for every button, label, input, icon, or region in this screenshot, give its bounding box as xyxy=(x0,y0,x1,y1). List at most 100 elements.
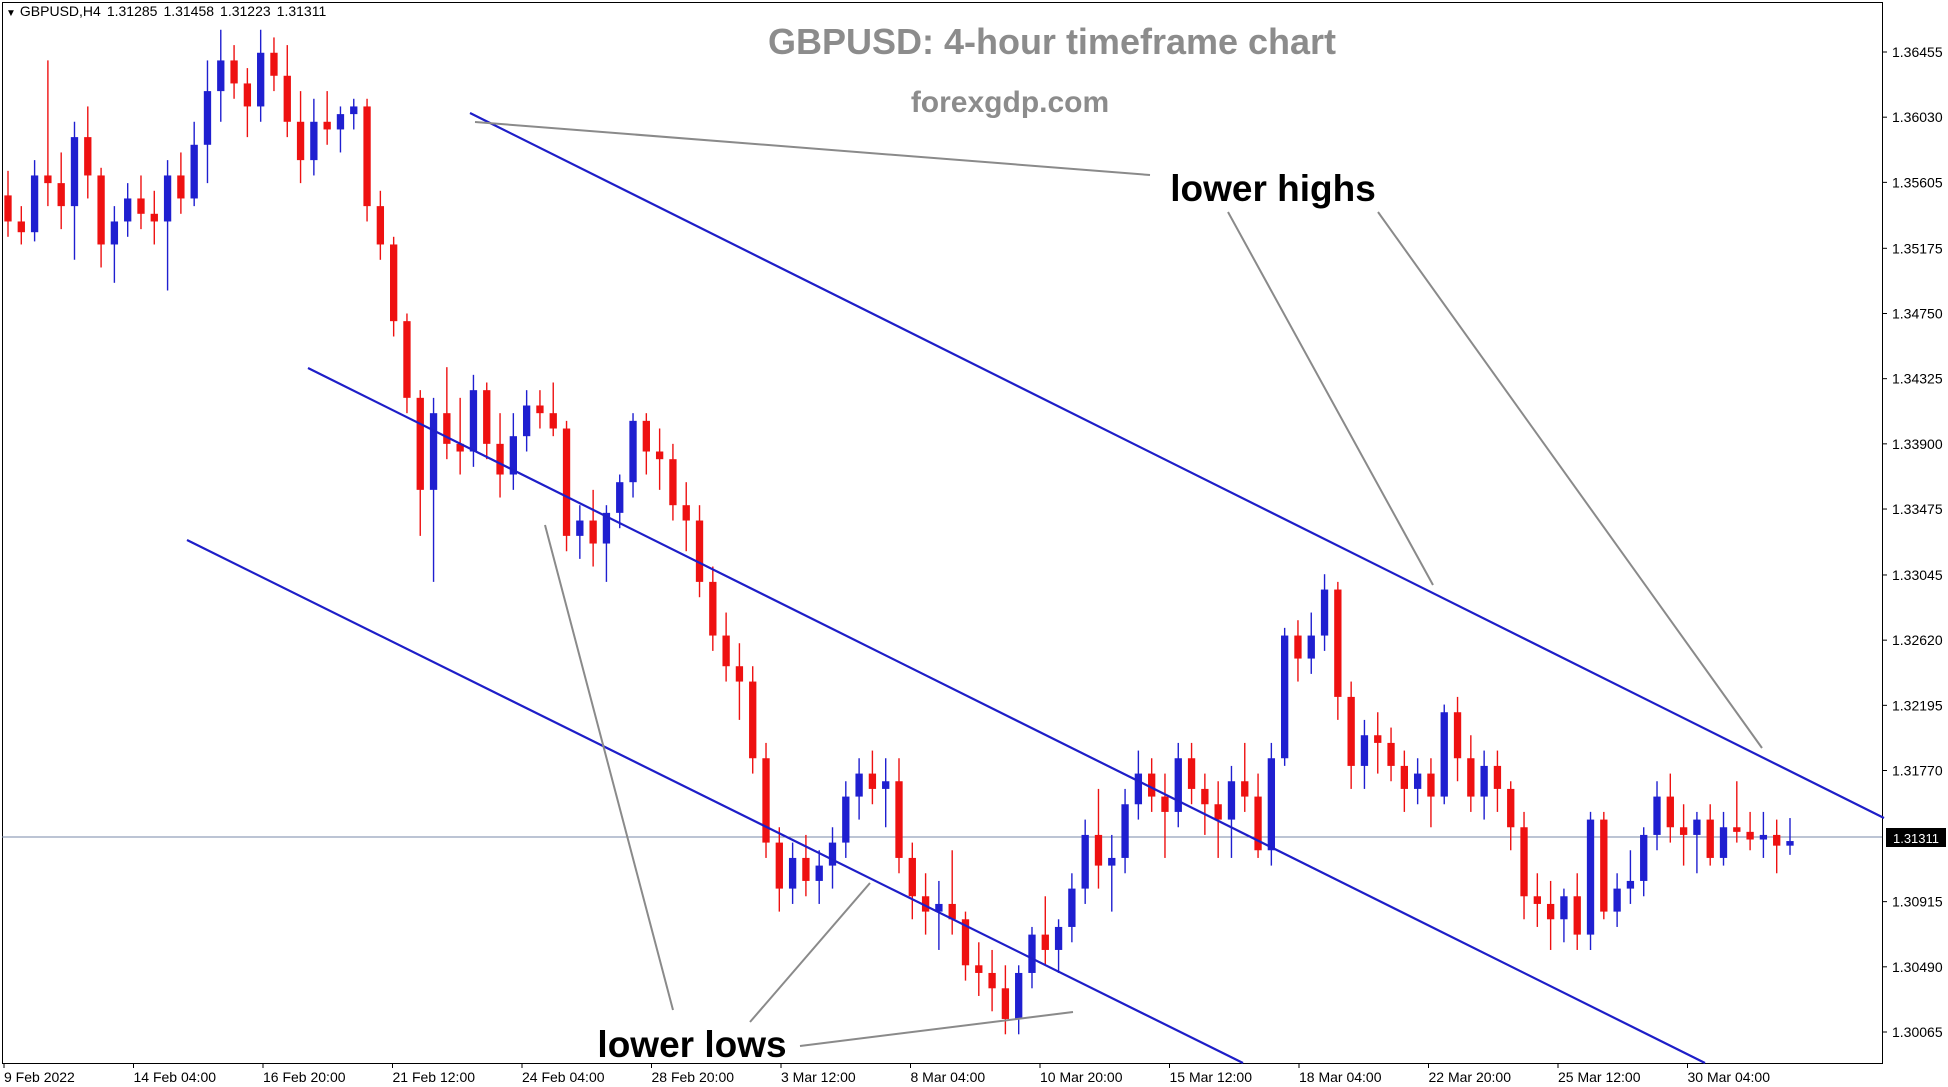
time-tick-label: 30 Mar 04:00 xyxy=(1688,1069,1771,1085)
current-price-label: 1.31311 xyxy=(1893,831,1939,846)
candle-body xyxy=(1600,819,1608,912)
candle-body xyxy=(1334,589,1342,697)
time-axis: 9 Feb 2022 14 Feb 04:00 16 Feb 20:00 21 Feb… xyxy=(3,1063,1771,1085)
pointer-line xyxy=(799,1011,1074,1047)
price-tick-label: 1.34750 xyxy=(1892,305,1943,321)
candle-body xyxy=(1320,589,1329,636)
close-value: 1.31311 xyxy=(276,3,327,19)
candle-body xyxy=(602,512,611,544)
candle-body xyxy=(576,520,584,536)
open-value: 1.31285 xyxy=(106,3,158,19)
candle-body xyxy=(589,520,597,544)
pointer-line xyxy=(1377,211,1763,749)
price-tick-label: 1.33900 xyxy=(1892,436,1943,452)
candle-body xyxy=(1254,796,1262,851)
candle-body xyxy=(1081,834,1089,889)
candle-body xyxy=(416,397,424,490)
candle-body xyxy=(363,106,371,207)
candle-body xyxy=(124,198,132,222)
candle-body xyxy=(908,857,916,897)
lower-channel-line xyxy=(186,539,1244,1064)
candle-body xyxy=(443,413,451,444)
candle-body xyxy=(1121,804,1129,858)
candle-body xyxy=(1719,827,1728,858)
candle-body xyxy=(722,635,730,667)
candle-body xyxy=(1613,888,1621,912)
candle-body xyxy=(97,175,105,245)
candle-body xyxy=(389,244,398,322)
candle-body xyxy=(496,443,504,475)
candle-body xyxy=(868,773,877,789)
candle-body xyxy=(1347,696,1355,766)
pointer-line xyxy=(1227,211,1434,586)
candle-body xyxy=(1028,934,1036,973)
candle-body xyxy=(1068,888,1076,927)
candle-body xyxy=(935,903,943,912)
time-tick-label: 24 Feb 04:00 xyxy=(522,1069,605,1085)
candle-body xyxy=(695,520,704,582)
candle-body xyxy=(1187,758,1196,789)
candle-body xyxy=(336,114,345,130)
time-tick-label: 22 Mar 20:00 xyxy=(1429,1069,1512,1085)
candle-body xyxy=(1759,834,1768,840)
time-tick-label: 28 Feb 20:00 xyxy=(652,1069,735,1085)
candle-body xyxy=(1387,742,1395,766)
upper-channel-line xyxy=(469,112,1885,819)
candle-body xyxy=(270,52,278,76)
candle-body xyxy=(735,666,744,682)
candle-body xyxy=(749,681,757,759)
candle-body xyxy=(536,405,544,414)
candle-body xyxy=(1427,773,1435,797)
candle-body xyxy=(1174,758,1182,812)
candle-body xyxy=(642,420,650,452)
price-tick-label: 1.35175 xyxy=(1892,240,1943,256)
plot-area-frame xyxy=(2,2,1883,1064)
candle-body xyxy=(1041,934,1049,950)
high-value: 1.31458 xyxy=(163,3,215,19)
candle-body xyxy=(1733,827,1741,832)
candle-body xyxy=(1400,765,1409,789)
price-tick-label: 1.33475 xyxy=(1892,501,1943,517)
current-price-tag xyxy=(1886,828,1946,847)
candle-body xyxy=(403,321,411,398)
candle-body xyxy=(177,175,185,199)
candles-layer xyxy=(4,29,1794,1035)
candle-body xyxy=(549,413,557,429)
candle-body xyxy=(988,972,996,989)
candle-body xyxy=(1679,827,1688,835)
candle-body xyxy=(1267,758,1276,851)
candle-body xyxy=(217,60,225,92)
time-tick-label: 10 Mar 20:00 xyxy=(1040,1069,1123,1085)
candle-body xyxy=(456,443,464,452)
time-tick-label: 3 Mar 12:00 xyxy=(781,1069,856,1085)
chart-menu-icon[interactable]: ▼ xyxy=(6,8,16,19)
channel-lines xyxy=(186,112,1885,1064)
candle-body xyxy=(1706,819,1714,858)
candle-body xyxy=(1241,781,1249,797)
price-tick-label: 1.30915 xyxy=(1892,894,1943,910)
candle-body xyxy=(895,781,903,858)
candle-body xyxy=(1520,827,1528,897)
candle-body xyxy=(1280,635,1289,759)
price-tick-label: 1.31770 xyxy=(1892,763,1943,779)
candle-body xyxy=(483,390,491,444)
symbol-info-bar: ▼ GBPUSD,H4 1.31285 1.31458 1.31223 1.31311 xyxy=(6,3,332,19)
chart-subtitle: forexgdp.com xyxy=(911,86,1109,119)
candle-body xyxy=(1507,788,1515,828)
candle-body xyxy=(57,183,65,207)
candle-body xyxy=(84,137,92,176)
candle-body xyxy=(1360,735,1369,766)
annotation-lower-highs: lower highs xyxy=(1170,168,1376,209)
price-tick-label: 1.30490 xyxy=(1892,959,1943,975)
time-tick-label: 18 Mar 04:00 xyxy=(1299,1069,1382,1085)
candle-body xyxy=(855,773,863,797)
candle-body xyxy=(1467,758,1475,797)
candle-body xyxy=(1653,796,1661,835)
candle-body xyxy=(1413,773,1422,789)
candle-body xyxy=(1533,896,1541,904)
candle-body xyxy=(283,75,291,122)
candle-body xyxy=(150,213,158,222)
candle-body xyxy=(429,413,438,490)
low-value: 1.31223 xyxy=(220,3,271,19)
candle-body xyxy=(190,144,198,199)
